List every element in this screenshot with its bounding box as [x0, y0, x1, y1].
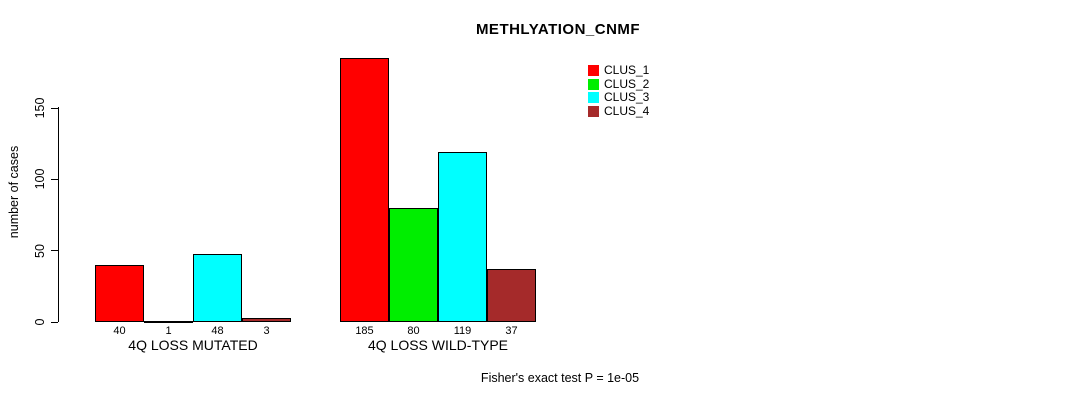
legend-item: CLUS_4: [588, 103, 650, 119]
x-category-label: 4Q LOSS MUTATED: [128, 337, 258, 353]
bar-clus_1: [95, 264, 144, 322]
legend-item: CLUS_1: [588, 63, 650, 78]
legend-item: CLUS_2: [588, 76, 650, 92]
y-tick-label: 100: [33, 168, 47, 190]
legend-swatch-icon: [588, 105, 599, 117]
legend-label: CLUS_4: [604, 103, 650, 118]
bar-value-label: 80: [407, 325, 420, 337]
y-tick-label: 50: [33, 243, 47, 258]
bar-value-label: 40: [113, 325, 126, 337]
legend: CLUS_1 CLUS_2 CLUS_3 CLUS_4: [588, 63, 650, 119]
y-tick-mark: [51, 250, 58, 252]
legend-label: CLUS_1: [604, 63, 650, 77]
legend-swatch-icon: [588, 78, 599, 90]
y-tick-mark: [51, 178, 58, 180]
legend-item: CLUS_3: [588, 90, 650, 105]
bar-clus_4: [242, 317, 291, 322]
bar-value-label: 48: [211, 325, 224, 337]
y-axis-line: [58, 107, 59, 322]
legend-label: CLUS_2: [604, 76, 650, 91]
y-tick-label: 150: [33, 97, 47, 119]
bar-clus_4: [487, 269, 536, 322]
y-tick-mark: [51, 107, 58, 109]
legend-label: CLUS_3: [604, 90, 650, 104]
bar-value-label: 37: [505, 325, 518, 337]
legend-swatch-icon: [588, 65, 599, 77]
y-tick-mark: [51, 321, 58, 323]
bar-clus_2: [144, 320, 193, 323]
y-tick-label: 0: [33, 318, 47, 326]
statistical-test-annotation: Fisher's exact test P = 1e-05: [480, 371, 640, 385]
legend-swatch-icon: [588, 92, 599, 104]
bar-clus_3: [438, 152, 487, 322]
x-category-label: 4Q LOSS WILD-TYPE: [367, 337, 509, 353]
bar-value-label: 185: [355, 325, 374, 337]
bar-clus_1: [340, 58, 389, 322]
bar-value-label: 1: [165, 325, 172, 337]
y-axis-label: number of cases: [7, 145, 21, 239]
bar-value-label: 3: [263, 325, 270, 337]
bar-clus_3: [193, 253, 242, 322]
bar-value-label: 119: [453, 325, 472, 337]
bar-clus_2: [389, 207, 438, 322]
chart-title: METHLYATION_CNMF: [475, 21, 641, 38]
